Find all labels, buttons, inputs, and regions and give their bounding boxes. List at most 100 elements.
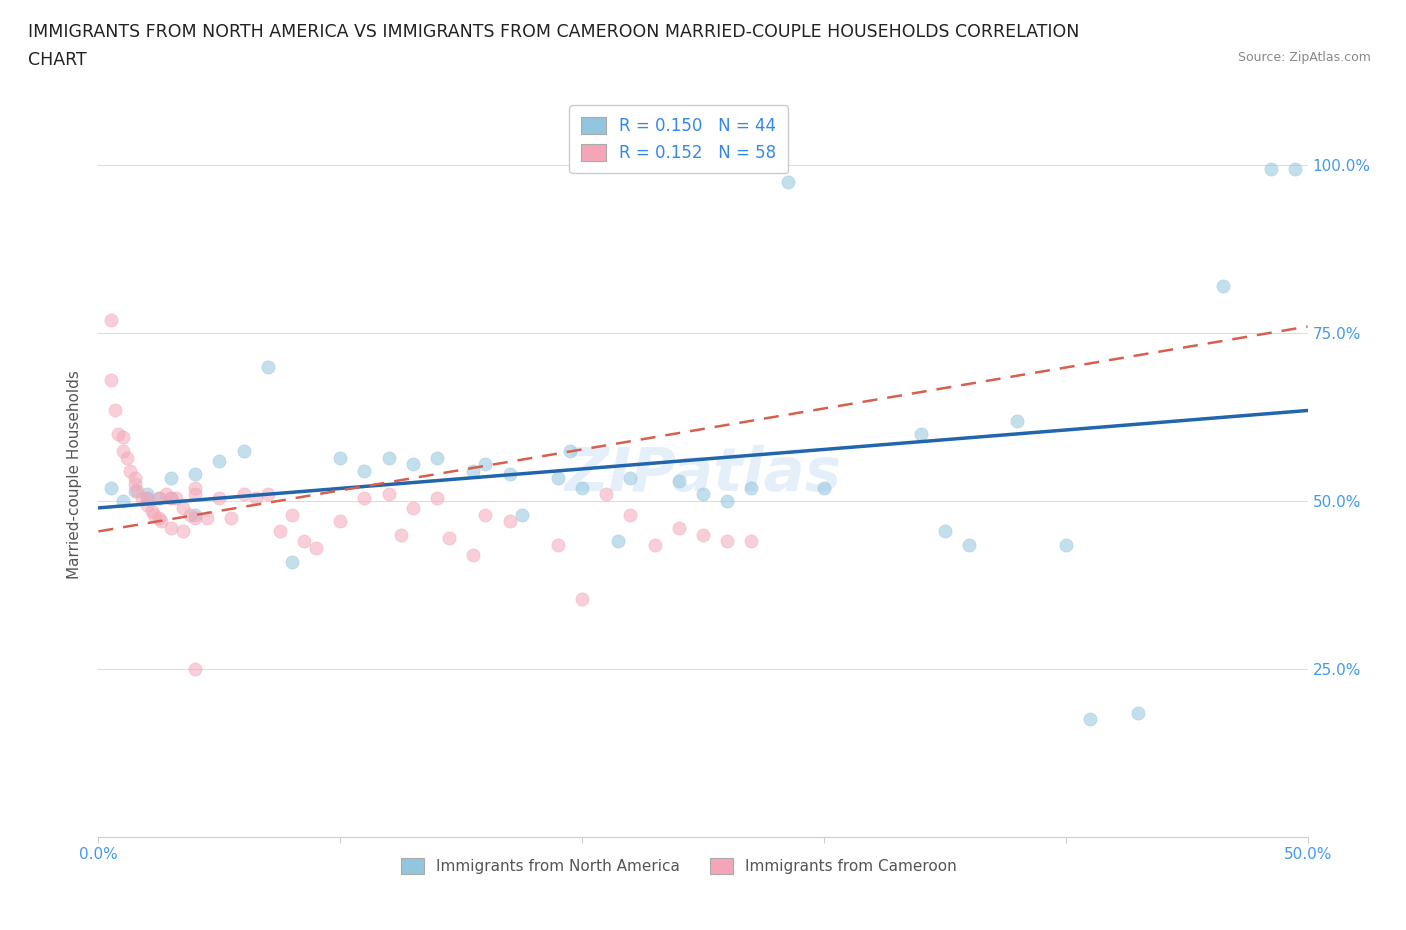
Point	[437, 531, 460, 546]
Point	[208, 454, 231, 469]
Legend: Immigrants from North America, Immigrants from Cameroon: Immigrants from North America, Immigrant…	[395, 852, 963, 880]
Point	[1260, 161, 1282, 176]
Point	[124, 477, 146, 492]
Point	[957, 538, 980, 552]
Text: Source: ZipAtlas.com: Source: ZipAtlas.com	[1237, 51, 1371, 64]
Point	[668, 521, 690, 536]
Point	[426, 450, 449, 465]
Point	[305, 540, 328, 555]
Point	[692, 527, 714, 542]
Point	[172, 524, 194, 538]
Point	[329, 450, 352, 465]
Point	[184, 487, 207, 502]
Point	[571, 591, 593, 606]
Point	[165, 490, 187, 505]
Point	[740, 480, 762, 495]
Point	[619, 471, 641, 485]
Point	[463, 548, 485, 563]
Point	[127, 484, 149, 498]
Point	[100, 373, 122, 388]
Point	[184, 511, 207, 525]
Point	[558, 444, 581, 458]
Point	[389, 527, 412, 542]
Point	[292, 534, 315, 549]
Point	[221, 511, 243, 525]
Point	[104, 403, 127, 418]
Point	[143, 507, 166, 522]
Point	[498, 514, 520, 529]
Point	[934, 524, 956, 538]
Point	[232, 444, 254, 458]
Point	[172, 500, 194, 515]
Point	[1007, 413, 1029, 428]
Point	[474, 507, 496, 522]
Point	[184, 467, 207, 482]
Point	[1078, 712, 1101, 727]
Point	[813, 480, 835, 495]
Point	[160, 521, 183, 536]
Text: ZIPatlas: ZIPatlas	[564, 445, 842, 504]
Point	[269, 524, 291, 538]
Point	[281, 554, 304, 569]
Text: CHART: CHART	[28, 51, 87, 69]
Point	[644, 538, 666, 552]
Point	[135, 498, 157, 512]
Point	[245, 490, 267, 505]
Point	[135, 487, 157, 502]
Point	[148, 490, 170, 505]
Point	[402, 457, 425, 472]
Point	[498, 467, 520, 482]
Point	[1054, 538, 1077, 552]
Point	[131, 490, 153, 505]
Point	[547, 471, 569, 485]
Point	[160, 490, 183, 505]
Point	[160, 490, 183, 505]
Point	[148, 490, 170, 505]
Point	[184, 507, 207, 522]
Point	[692, 487, 714, 502]
Point	[377, 487, 399, 502]
Point	[179, 507, 201, 522]
Point	[1212, 279, 1234, 294]
Point	[135, 490, 157, 505]
Point	[910, 427, 932, 442]
Point	[184, 661, 207, 676]
Point	[474, 457, 496, 472]
Point	[195, 511, 218, 525]
Point	[118, 463, 141, 478]
Point	[100, 480, 122, 495]
Point	[426, 490, 449, 505]
Point	[510, 507, 533, 522]
Point	[1128, 705, 1150, 720]
Point	[124, 484, 146, 498]
Point	[150, 514, 173, 529]
Point	[135, 490, 157, 505]
Point	[353, 463, 375, 478]
Point	[232, 487, 254, 502]
Point	[107, 427, 129, 442]
Point	[402, 500, 425, 515]
Point	[124, 471, 146, 485]
Point	[281, 507, 304, 522]
Point	[571, 480, 593, 495]
Point	[111, 444, 134, 458]
Point	[740, 534, 762, 549]
Point	[547, 538, 569, 552]
Point	[160, 471, 183, 485]
Point	[776, 175, 799, 190]
Point	[716, 534, 738, 549]
Point	[100, 312, 122, 327]
Point	[619, 507, 641, 522]
Point	[607, 534, 630, 549]
Point	[155, 487, 177, 502]
Point	[148, 511, 170, 525]
Point	[353, 490, 375, 505]
Point	[117, 450, 139, 465]
Point	[184, 480, 207, 495]
Point	[256, 487, 278, 502]
Point	[1284, 161, 1306, 176]
Point	[329, 514, 352, 529]
Point	[111, 430, 134, 445]
Point	[595, 487, 617, 502]
Point	[463, 463, 485, 478]
